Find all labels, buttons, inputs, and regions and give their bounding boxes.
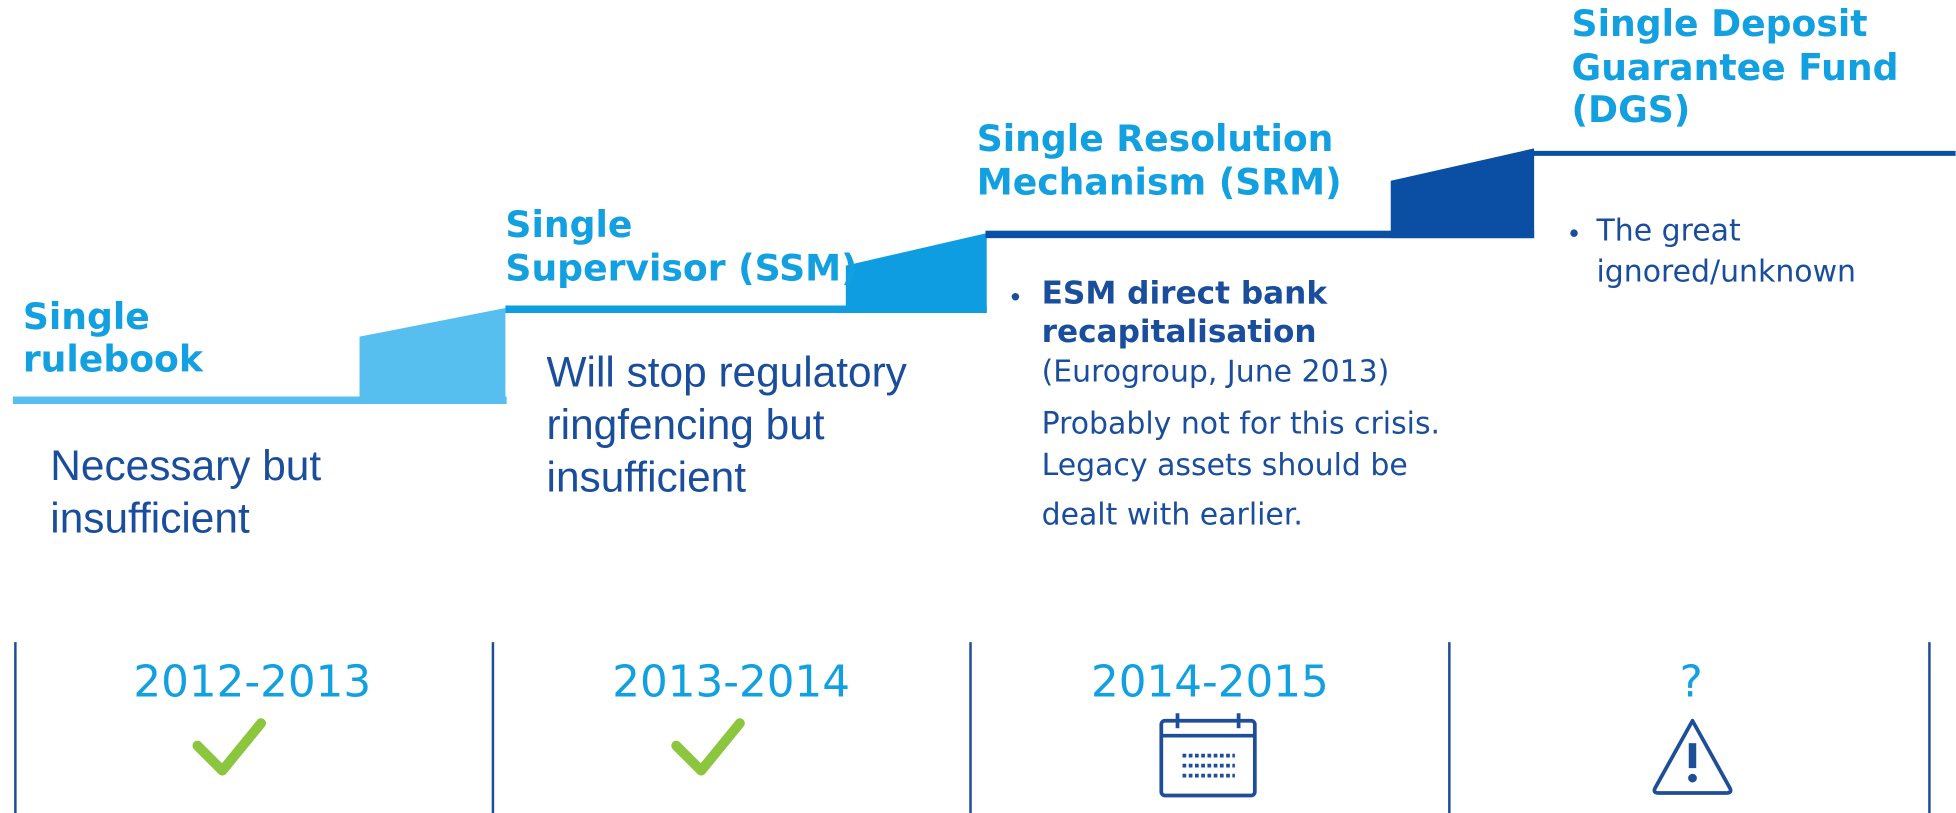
step-note: Will stop regulatory: [547, 349, 908, 396]
bullet-text: The great: [1595, 213, 1740, 248]
step-line: [505, 305, 987, 313]
bullet-dot: [1011, 293, 1020, 301]
step-note: insufficient: [50, 494, 250, 541]
step-riser: [845, 233, 987, 313]
step-line: [12, 396, 507, 405]
period: 2012-2013: [133, 657, 371, 708]
step-line: [1531, 150, 1956, 156]
step-riser: [359, 307, 506, 405]
step-title: (DGS): [1572, 88, 1691, 131]
step-title: rulebook: [23, 338, 204, 381]
period: 2013-2014: [612, 657, 850, 708]
step-title: Supervisor (SSM): [505, 247, 857, 290]
step-riser: [1390, 148, 1535, 239]
step-note: ringfencing but: [547, 401, 825, 448]
step-line: [985, 230, 1535, 239]
step-note: Legacy assets should be: [1042, 448, 1408, 483]
step-title: Guarantee Fund: [1572, 46, 1899, 89]
dividers: [14, 642, 1931, 813]
step-title: Single: [23, 295, 150, 338]
calendar-icon: [1159, 713, 1257, 798]
step-title: Single: [505, 203, 632, 246]
step-note: Probably not for this crisis.: [1042, 407, 1440, 442]
bullet-dot: [1570, 229, 1578, 237]
step-title: Single Resolution: [977, 117, 1334, 160]
bullet-text: recapitalisation: [1042, 314, 1317, 350]
bullet-text: ignored/unknown: [1596, 255, 1856, 290]
bullet-text: ESM direct bank: [1042, 275, 1329, 311]
step-title: Single Deposit: [1572, 2, 1868, 45]
source: (Eurogroup, June 2013): [1042, 354, 1390, 389]
step-title: Mechanism (SRM): [977, 161, 1342, 204]
period: 2014-2015: [1091, 657, 1329, 708]
step-note: dealt with earlier.: [1042, 498, 1303, 533]
step-note: Necessary but: [50, 442, 321, 489]
step-note: insufficient: [547, 453, 747, 500]
period: ?: [1680, 657, 1703, 708]
check-icon: [671, 718, 745, 776]
check-icon: [192, 718, 267, 776]
warning-icon: [1652, 718, 1733, 795]
